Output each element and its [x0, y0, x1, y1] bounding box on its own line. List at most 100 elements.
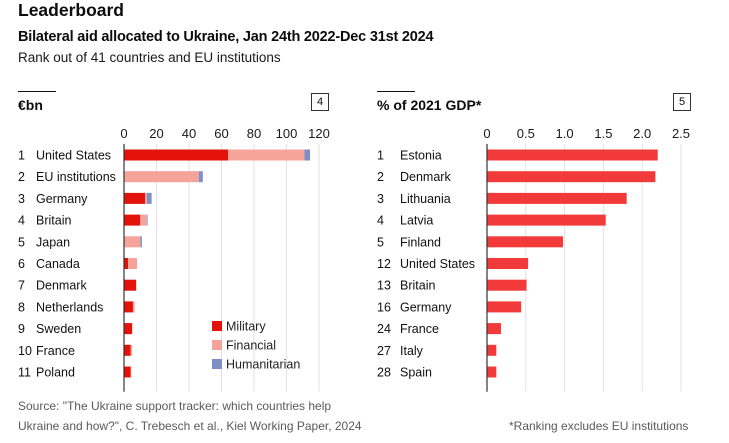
aid-rank-label: 11 [18, 366, 31, 380]
aid-bar-military [124, 366, 131, 378]
gdp-xtick-label: 0.5 [517, 126, 535, 141]
aid-rank-label: 4 [18, 214, 25, 228]
gdp-bar [487, 279, 527, 291]
aid-bar-military [124, 301, 133, 313]
gdp-category-label: Latvia [400, 214, 433, 228]
aid-bar-humanitarian [146, 192, 152, 204]
gdp-category-label: Britain [400, 279, 435, 293]
gdp-rank-label: 3 [377, 192, 384, 206]
aid-bar-humanitarian [146, 214, 148, 226]
aid-category-label: Denmark [36, 279, 87, 293]
aid-category-label: EU institutions [36, 170, 116, 184]
gdp-bar [487, 344, 497, 356]
right-panel-rule [377, 91, 415, 92]
gdp-bar [487, 149, 658, 161]
left-panel-rule [18, 91, 56, 92]
aid-xtick-label: 80 [247, 126, 261, 141]
aid-rank-label: 1 [18, 149, 25, 163]
aid-rank-label: 3 [18, 192, 25, 206]
aid-category-label: Japan [36, 235, 70, 249]
aid-rank-label: 6 [18, 257, 25, 271]
aid-bar-financial [124, 236, 141, 248]
aid-category-label: Britain [36, 214, 71, 228]
legend-swatch-financial [212, 340, 222, 350]
aid-rank-label: 8 [18, 300, 25, 314]
gdp-xtick-label: 0 [483, 126, 490, 141]
aid-bar-financial [124, 171, 199, 183]
gdp-category-label: Denmark [400, 170, 451, 184]
aid-bar-military [124, 323, 133, 335]
aid-bar-humanitarian [140, 236, 142, 248]
gdp-xtick-label: 2.5 [672, 126, 690, 141]
gdp-category-label: Finland [400, 235, 441, 249]
gdp-xtick-label: 2.0 [633, 126, 651, 141]
gdp-bar [487, 236, 564, 248]
gdp-category-label: United States [400, 257, 475, 271]
legend-label-humanitarian: Humanitarian [226, 358, 300, 372]
chart-subtitle: Bilateral aid allocated to Ukraine, Jan … [18, 29, 434, 45]
aid-rank-label: 7 [18, 279, 25, 293]
gdp-xtick-label: 1.5 [594, 126, 612, 141]
gdp-rank-label: 28 [377, 366, 391, 380]
aid-category-label: Netherlands [36, 300, 103, 314]
aid-bar-military [124, 149, 228, 161]
aid-bar-financial [128, 258, 137, 269]
aid-category-label: France [36, 344, 75, 358]
aid-bar-humanitarian [304, 149, 311, 161]
aid-category-label: United States [36, 149, 111, 163]
aid-rank-label: 10 [18, 344, 32, 358]
left-panel-number: 4 [311, 93, 329, 111]
gdp-category-label: France [400, 322, 439, 336]
gdp-rank-label: 27 [377, 344, 391, 358]
aid-bar-military [124, 279, 137, 291]
aid-category-label: Canada [36, 257, 80, 271]
right-panel-number: 5 [673, 93, 691, 111]
gdp-bar [487, 171, 656, 183]
gdp-category-label: Spain [400, 366, 432, 380]
legend-label-financial: Financial [226, 339, 276, 353]
gdp-rank-label: 5 [377, 235, 384, 249]
aid-bar-military [124, 214, 141, 226]
aid-bar-financial [145, 192, 147, 204]
right-panel-unit: % of 2021 GDP* [377, 97, 482, 113]
gdp-rank-label: 4 [377, 214, 384, 228]
source-line-1: Source: "The Ukraine support tracker: wh… [18, 399, 332, 413]
gdp-bar [487, 301, 522, 313]
aid-category-label: Poland [36, 366, 75, 380]
aid-xtick-label: 20 [149, 126, 163, 141]
gdp-category-label: Germany [400, 300, 452, 314]
gdp-rank-label: 13 [377, 279, 391, 293]
gdp-rank-label: 24 [377, 322, 391, 336]
left-panel-unit: €bn [18, 97, 43, 113]
aid-xtick-label: 0 [120, 126, 127, 141]
ranking-footnote: *Ranking excludes EU institutions [509, 419, 689, 433]
aid-category-label: Germany [36, 192, 88, 206]
aid-category-label: Sweden [36, 322, 81, 336]
chart-title: Leaderboard [18, 0, 124, 20]
aid-bar-financial [132, 301, 135, 313]
legend-label-military: Military [226, 320, 266, 334]
legend-swatch-military [212, 321, 222, 331]
gdp-bar [487, 323, 501, 335]
chart-description: Rank out of 41 countries and EU institut… [18, 50, 281, 65]
aid-bar-military [124, 192, 146, 204]
legend-swatch-humanitarian [212, 359, 222, 369]
aid-bar-humanitarian [198, 171, 203, 183]
aid-rank-label: 2 [18, 170, 25, 184]
aid-xtick-label: 60 [214, 126, 228, 141]
aid-bar-military [124, 344, 131, 356]
gdp-bar [487, 214, 606, 226]
gdp-category-label: Italy [400, 344, 424, 358]
gdp-bar [487, 192, 627, 204]
aid-rank-label: 5 [18, 235, 25, 249]
gdp-category-label: Estonia [400, 149, 442, 163]
aid-xtick-label: 120 [308, 126, 330, 141]
aid-bar-financial [130, 344, 133, 356]
gdp-bar [487, 366, 497, 378]
gdp-bar [487, 258, 529, 269]
aid-xtick-label: 40 [182, 126, 196, 141]
gdp-category-label: Lithuania [400, 192, 451, 206]
gdp-rank-label: 12 [377, 257, 391, 271]
gdp-rank-label: 1 [377, 149, 384, 163]
